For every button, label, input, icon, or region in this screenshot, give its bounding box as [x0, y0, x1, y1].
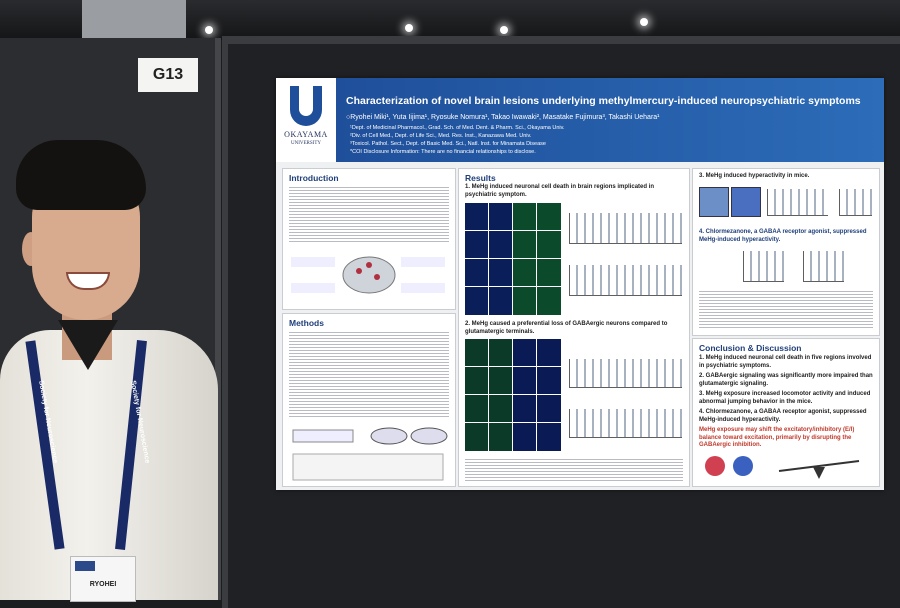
region-dot	[356, 268, 362, 274]
balance-base	[813, 467, 825, 479]
micrograph-grid	[465, 203, 561, 315]
bar-plot	[569, 359, 682, 388]
section-heading: Introduction	[289, 173, 339, 183]
balance	[778, 460, 860, 472]
affiliation: ¹Dept. of Medicinal Pharmacol., Grad. Sc…	[350, 125, 565, 131]
ceiling-light	[640, 18, 648, 26]
mouse	[370, 427, 408, 445]
person-hair	[16, 140, 146, 210]
result-subheading: 4. Chlormezanone, a GABAA receptor agoni…	[699, 229, 867, 243]
logo-name: OKAYAMA	[284, 130, 328, 139]
conclusion-item: 3. MeHg exposure increased locomotor act…	[699, 391, 871, 405]
disclosure: *COI Disclosure Information: There are n…	[350, 149, 536, 155]
affiliation: ²Div. of Cell Med., Dept. of Life Sci., …	[350, 133, 532, 139]
authors: ○Ryohei Miki¹, Yuta Iijima¹, Ryosuke Nom…	[346, 114, 660, 121]
conclusion-panel: Conclusion & Discussion 1. MeHg induced …	[692, 338, 880, 487]
introduction-panel: Introduction	[282, 168, 456, 310]
conclusion-item: 2. GABAergic signaling was significantly…	[699, 373, 873, 387]
ei-balance-diagram	[705, 456, 860, 479]
label-box	[401, 257, 445, 267]
logo: OKAYAMA UNIVERSITY	[276, 78, 336, 162]
name-badge: RYOHEI	[70, 556, 136, 602]
result-subheading: 1. MeHg induced neuronal cell death in b…	[465, 184, 655, 198]
results-panel: Results 1. MeHg induced neuronal cell de…	[458, 168, 690, 487]
section-heading: Results	[465, 173, 496, 183]
neuron-icon	[733, 456, 753, 476]
neuron-icon	[705, 456, 725, 476]
conclusion-item: 1. MeHg induced neuronal cell death in f…	[699, 355, 872, 369]
methods-diagram	[292, 427, 448, 481]
methods-panel: Methods	[282, 313, 456, 487]
open-field-trace	[699, 187, 729, 217]
region-dot	[374, 274, 380, 280]
conclusion-note: MeHg exposure may shift the excitatory/i…	[699, 427, 855, 448]
behavior-figure	[292, 453, 444, 481]
ceiling-light	[205, 26, 213, 34]
results-panel-2: 3. MeHg induced hyperactivity in mice. 4…	[692, 168, 880, 336]
section-heading: Conclusion & Discussion	[699, 343, 802, 353]
banner: Characterization of novel brain lesions …	[336, 78, 884, 162]
region-dot	[366, 262, 372, 268]
mouse	[410, 427, 448, 445]
label-box	[401, 283, 445, 293]
bar-plot	[839, 189, 872, 216]
caption	[465, 457, 683, 481]
badge-name: RYOHEI	[89, 581, 117, 588]
ceiling-light	[405, 24, 413, 32]
brain	[342, 256, 396, 294]
conclusion-item: 4. Chlormezanone, a GABAA receptor agoni…	[699, 409, 867, 423]
logo-sub: UNIVERSITY	[291, 141, 321, 146]
bar-plot	[569, 409, 682, 438]
poster-title: Characterization of novel brain lesions …	[346, 95, 861, 107]
label-box	[291, 257, 335, 267]
result-subheading: 2. MeHg caused a preferential loss of GA…	[465, 321, 668, 335]
open-field-trace	[731, 187, 761, 217]
bar-plot	[569, 265, 682, 296]
bar-plot	[803, 251, 844, 282]
badge-logo	[75, 561, 95, 571]
label-box	[291, 283, 335, 293]
logo-mark	[290, 86, 322, 126]
affiliation: ³Toxicol. Pathol. Sect., Dept. of Basic …	[350, 141, 546, 147]
bar-plot	[743, 251, 784, 282]
result-subheading: 3. MeHg induced hyperactivity in mice.	[699, 173, 810, 179]
line-plot	[767, 189, 828, 216]
micrograph-grid	[465, 339, 561, 451]
caption	[699, 289, 873, 329]
poster: OKAYAMA UNIVERSITY Characterization of n…	[276, 78, 884, 490]
section-heading: Methods	[289, 318, 324, 328]
brain-diagram	[291, 256, 445, 294]
bar-plot	[569, 213, 682, 244]
ceiling-light	[500, 26, 508, 34]
text-block	[289, 330, 449, 418]
timeline	[292, 429, 354, 443]
pillar	[82, 0, 186, 40]
booth-sign: G13	[138, 58, 198, 92]
text-block	[289, 185, 449, 243]
